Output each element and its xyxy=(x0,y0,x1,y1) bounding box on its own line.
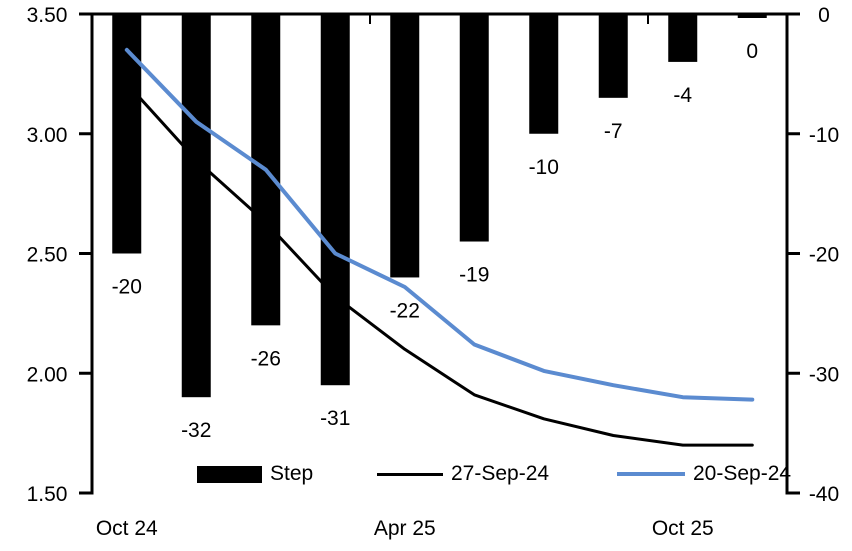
bar-value-label: -32 xyxy=(181,419,211,442)
left-axis-tick-label: 3.50 xyxy=(27,4,68,27)
left-axis-tick-label: 2.00 xyxy=(27,363,68,386)
right-axis-tick-label: -10 xyxy=(809,124,839,147)
x-axis-label: Apr 25 xyxy=(374,517,436,540)
step-bars xyxy=(112,14,767,398)
step-bar xyxy=(668,14,698,62)
step-bar xyxy=(390,14,420,278)
step-bar xyxy=(181,14,211,398)
x-axis-label: Oct 25 xyxy=(652,517,714,540)
step-bar xyxy=(737,14,767,18)
bar-value-label: -19 xyxy=(459,264,489,287)
line-20-sep-24 xyxy=(124,47,755,402)
right-axis-tick-label: -20 xyxy=(809,244,839,267)
step-bar xyxy=(529,14,559,134)
step-bar xyxy=(320,14,350,386)
bar-value-label: -7 xyxy=(604,120,623,143)
step-bar xyxy=(112,14,142,254)
left-axis-tick-label: 1.50 xyxy=(27,483,68,506)
left-axis-tick-label: 2.50 xyxy=(27,244,68,267)
bar-value-label: -4 xyxy=(673,84,692,107)
bar-value-label: -26 xyxy=(251,347,281,370)
step-bar xyxy=(459,14,489,242)
right-axis-tick-label: 0 xyxy=(818,4,830,27)
x-axis-label: Oct 24 xyxy=(96,517,158,540)
bar-value-label: -31 xyxy=(320,407,350,430)
right-axis-tick-label: -30 xyxy=(809,363,839,386)
bar-value-label: -10 xyxy=(529,156,559,179)
line-27-sep-24 xyxy=(125,82,754,447)
bar-value-label: -20 xyxy=(112,276,142,299)
step-bar xyxy=(598,14,628,98)
bar-value-label: 0 xyxy=(746,40,758,63)
right-axis-tick-label: -40 xyxy=(809,483,839,506)
left-axis-tick-label: 3.00 xyxy=(27,124,68,147)
bar-value-label: -22 xyxy=(390,299,420,322)
